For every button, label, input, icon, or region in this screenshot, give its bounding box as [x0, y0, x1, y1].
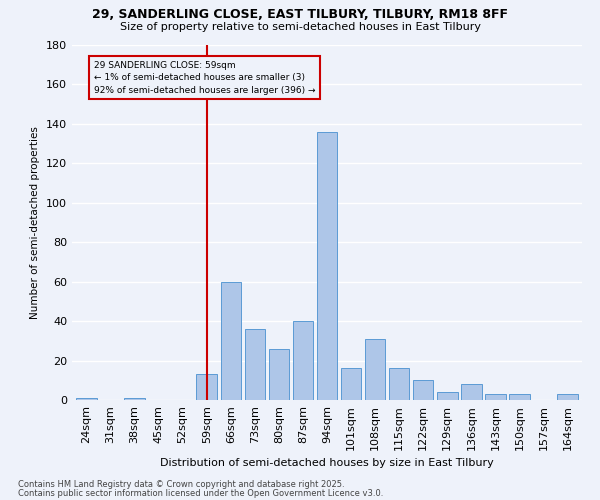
Bar — [557, 394, 578, 400]
Bar — [221, 282, 241, 400]
Bar — [317, 132, 337, 400]
Y-axis label: Number of semi-detached properties: Number of semi-detached properties — [31, 126, 40, 319]
Bar — [485, 394, 506, 400]
Bar — [509, 394, 530, 400]
Bar — [76, 398, 97, 400]
Bar — [365, 339, 385, 400]
X-axis label: Distribution of semi-detached houses by size in East Tilbury: Distribution of semi-detached houses by … — [160, 458, 494, 468]
Bar — [293, 321, 313, 400]
Bar — [389, 368, 409, 400]
Bar — [437, 392, 458, 400]
Bar — [124, 398, 145, 400]
Text: Contains public sector information licensed under the Open Government Licence v3: Contains public sector information licen… — [18, 488, 383, 498]
Text: Size of property relative to semi-detached houses in East Tilbury: Size of property relative to semi-detach… — [119, 22, 481, 32]
Bar — [461, 384, 482, 400]
Bar — [413, 380, 433, 400]
Bar — [196, 374, 217, 400]
Text: Contains HM Land Registry data © Crown copyright and database right 2025.: Contains HM Land Registry data © Crown c… — [18, 480, 344, 489]
Text: 29 SANDERLING CLOSE: 59sqm
← 1% of semi-detached houses are smaller (3)
92% of s: 29 SANDERLING CLOSE: 59sqm ← 1% of semi-… — [94, 61, 315, 95]
Bar — [269, 348, 289, 400]
Bar — [341, 368, 361, 400]
Bar — [245, 329, 265, 400]
Text: 29, SANDERLING CLOSE, EAST TILBURY, TILBURY, RM18 8FF: 29, SANDERLING CLOSE, EAST TILBURY, TILB… — [92, 8, 508, 20]
